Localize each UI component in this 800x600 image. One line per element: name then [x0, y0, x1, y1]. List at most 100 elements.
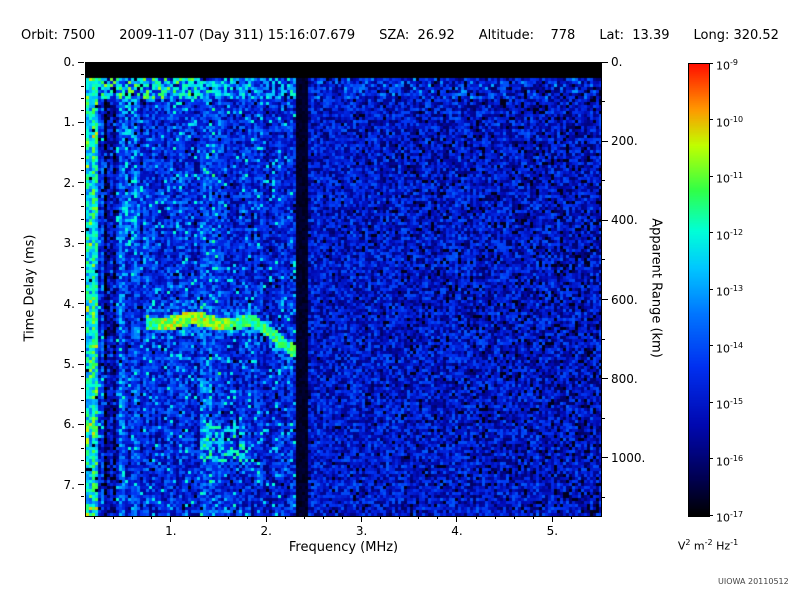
y-minor-tick: [81, 278, 84, 280]
y-minor-tick: [81, 448, 84, 450]
y-minor-tick: [81, 97, 84, 99]
y-tick: [78, 61, 84, 63]
x-tick: [170, 516, 172, 522]
lat-value: Lat: 13.39: [599, 28, 670, 43]
x-minor-tick: [532, 516, 534, 519]
colorbar-exponent: -11: [730, 171, 744, 180]
x-minor-tick: [94, 516, 96, 519]
y-minor-tick: [81, 158, 84, 160]
long-value: Long: 320.52: [693, 28, 779, 43]
spectrogram-canvas: [86, 63, 601, 516]
y-minor-tick: [81, 133, 84, 135]
y-minor-tick: [81, 266, 84, 268]
range-minor-tick: [602, 101, 605, 103]
x-tick: [361, 516, 363, 522]
range-tick: [602, 219, 608, 221]
y-tick-label: 1.: [63, 115, 75, 130]
y-minor-tick: [81, 109, 84, 111]
colorbar-exponent: -14: [730, 340, 744, 350]
x-minor-tick: [475, 516, 477, 519]
range-tick: [602, 61, 608, 63]
sza-value: SZA: 26.92: [379, 28, 455, 43]
y-minor-tick: [81, 435, 84, 437]
x-minor-tick: [303, 516, 305, 519]
spectrogram-plot-area: [85, 62, 602, 517]
x-minor-tick: [132, 516, 134, 519]
y-tick-label: 2.: [63, 175, 75, 190]
colorbar-tick: [709, 345, 713, 346]
colorbar-tick: [709, 62, 713, 64]
y-tick: [78, 242, 84, 244]
y-minor-tick: [81, 387, 84, 389]
y-minor-tick: [81, 85, 84, 87]
colorbar-tick: [709, 514, 713, 516]
x-minor-tick: [494, 516, 496, 519]
x-minor-tick: [513, 516, 515, 519]
y-tick: [78, 363, 84, 365]
range-tick: [602, 378, 608, 380]
range-minor-tick: [602, 180, 605, 182]
y-axis-label-apparent-range: Apparent Range (km): [648, 218, 664, 358]
range-tick-label: 800.: [611, 371, 638, 386]
y-minor-tick: [81, 230, 84, 232]
y-minor-tick: [81, 460, 84, 462]
y-minor-tick: [81, 194, 84, 196]
range-tick: [602, 140, 608, 142]
y-tick-label: 6.: [63, 417, 75, 432]
colorbar-exponent: -13: [730, 284, 744, 293]
x-tick: [265, 516, 267, 522]
y-minor-tick: [81, 472, 84, 474]
x-tick: [551, 516, 553, 522]
y-minor-tick: [81, 291, 84, 293]
watermark: UIOWA 20110512: [718, 577, 789, 586]
y-minor-tick: [81, 254, 84, 256]
colorbar-tick-label: 10-9: [716, 58, 738, 73]
colorbar-tick-label: 10-12: [716, 227, 744, 243]
y-minor-tick: [81, 399, 84, 401]
orbit-value: Orbit: 7500: [21, 28, 96, 43]
colorbar-tick: [709, 288, 713, 290]
x-minor-tick: [284, 516, 286, 519]
colorbar-exponent: -15: [730, 397, 744, 406]
y-minor-tick: [81, 327, 84, 329]
colorbar-tick: [709, 119, 713, 120]
x-minor-tick: [437, 516, 439, 519]
y-tick: [78, 182, 84, 184]
range-minor-tick: [602, 417, 605, 419]
colorbar-exponent: -16: [730, 453, 744, 463]
colorbar-tick: [709, 458, 713, 459]
y-tick-label: 0.: [63, 55, 75, 69]
range-tick: [602, 457, 608, 459]
y-minor-tick: [81, 146, 84, 148]
range-minor-tick: [602, 497, 605, 499]
y-minor-tick: [81, 375, 84, 377]
y-axis-label-time-delay: Time Delay (ms): [22, 234, 38, 342]
header-info: Orbit: 7500 2009-11-07 (Day 311) 15:16:0…: [0, 28, 800, 43]
x-minor-tick: [418, 516, 420, 519]
y-minor-tick: [81, 73, 84, 75]
range-tick-label: 200.: [611, 134, 638, 149]
colorbar-unit-label: V2 m-2 Hz-1: [677, 538, 739, 553]
colorbar-tick-label: 10-10: [716, 114, 744, 130]
y-minor-tick: [81, 206, 84, 208]
y-minor-tick: [81, 339, 84, 341]
x-tick: [456, 516, 458, 522]
y-tick: [78, 484, 84, 486]
x-minor-tick: [380, 516, 382, 519]
x-minor-tick: [342, 516, 343, 519]
range-minor-tick: [602, 338, 605, 340]
x-tick-label: 4.: [451, 524, 463, 538]
x-minor-tick: [227, 516, 229, 519]
range-tick-label: 0.: [611, 55, 623, 69]
x-tick-label: 2.: [260, 524, 272, 538]
x-minor-tick: [208, 516, 210, 519]
y-tick: [78, 121, 84, 123]
x-axis-label-frequency: Frequency (MHz): [288, 540, 399, 555]
range-tick-label: 600.: [611, 292, 638, 307]
x-tick-label: 5.: [546, 524, 559, 538]
x-tick-label: 1.: [165, 524, 177, 538]
colorbar: [688, 63, 710, 517]
colorbar-tick: [709, 401, 713, 403]
x-minor-tick: [322, 516, 324, 519]
